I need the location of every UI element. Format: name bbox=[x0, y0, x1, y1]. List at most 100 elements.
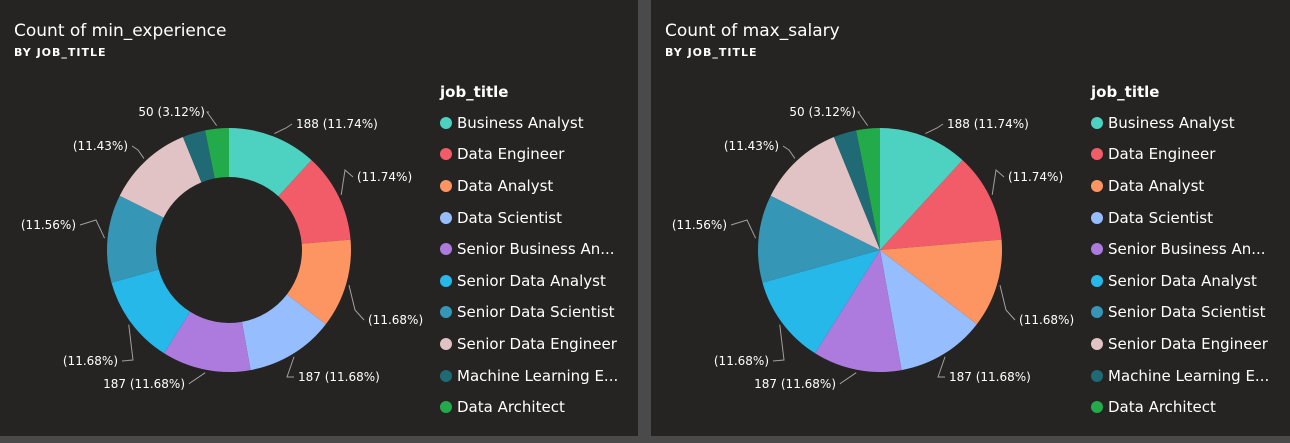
data-label: 188 (11.74%) bbox=[296, 117, 378, 131]
legend-item[interactable]: Data Scientist bbox=[440, 202, 618, 234]
slice-senior-data-analyst[interactable] bbox=[762, 250, 880, 354]
legend-label: Senior Data Analyst bbox=[457, 271, 606, 290]
legend-swatch-icon bbox=[1091, 179, 1103, 192]
slice-senior-business-analyst[interactable] bbox=[164, 311, 251, 372]
legend-swatch-icon bbox=[1091, 401, 1103, 414]
legend-label: Senior Data Engineer bbox=[457, 334, 617, 353]
slice-senior-data-engineer[interactable] bbox=[770, 137, 880, 250]
slice-data-architect[interactable] bbox=[856, 128, 880, 250]
legend-item[interactable]: Data Engineer bbox=[1091, 139, 1269, 171]
legend-swatch-icon bbox=[440, 369, 452, 382]
leader-line bbox=[857, 111, 869, 126]
legend-label: Senior Data Scientist bbox=[1108, 303, 1266, 322]
legend-item[interactable]: Data Engineer bbox=[440, 139, 618, 171]
chart-subtitle: BY JOB_TITLE bbox=[14, 46, 107, 59]
legend-swatch-icon bbox=[1091, 274, 1103, 287]
legend-label: Business Analyst bbox=[1108, 113, 1235, 132]
legend-item[interactable]: Senior Data Analyst bbox=[1091, 265, 1269, 297]
leader-line bbox=[937, 356, 946, 378]
leader-line bbox=[131, 145, 145, 159]
legend-item[interactable]: Senior Data Analyst bbox=[440, 265, 618, 297]
donut-chart: 188 (11.74%) (11.74%) (11.68%) 187 (11.68%)… bbox=[21, 105, 423, 391]
legend-item[interactable]: Machine Learning E... bbox=[1091, 360, 1269, 392]
chart-title: Count of min_experience bbox=[14, 21, 227, 41]
data-label: 188 (11.74%) bbox=[947, 117, 1029, 131]
slice-business-analyst[interactable] bbox=[880, 128, 963, 250]
legend-label: Data Analyst bbox=[457, 176, 554, 195]
chart-title: Count of max_salary bbox=[665, 21, 840, 41]
legend-item[interactable]: Senior Data Engineer bbox=[440, 328, 618, 360]
leader-line bbox=[348, 284, 365, 321]
slice-data-analyst[interactable] bbox=[286, 239, 351, 325]
leader-line bbox=[772, 324, 785, 362]
leader-line bbox=[274, 123, 293, 134]
legend-swatch-icon bbox=[440, 148, 452, 161]
slice-machine-learning-engineer[interactable] bbox=[833, 130, 880, 250]
legend-item[interactable]: Senior Business An... bbox=[440, 233, 618, 265]
data-label: (11.56%) bbox=[672, 218, 727, 232]
legend-item[interactable]: Senior Business An... bbox=[1091, 233, 1269, 265]
legend-label: Senior Data Engineer bbox=[1108, 334, 1268, 353]
chart-panel-min-experience[interactable]: Count of min_experience BY JOB_TITLE 188… bbox=[0, 0, 638, 436]
legend-label: Machine Learning E... bbox=[457, 366, 619, 385]
legend-item[interactable]: Data Analyst bbox=[440, 170, 618, 202]
legend-label: Data Architect bbox=[457, 398, 565, 417]
leader-line bbox=[999, 284, 1016, 321]
data-label: (11.68%) bbox=[63, 354, 118, 368]
legend-label: Senior Business An... bbox=[457, 240, 615, 259]
legend-swatch-icon bbox=[440, 243, 452, 256]
data-label: 187 (11.68%) bbox=[103, 377, 185, 391]
legend-title: job_title bbox=[440, 83, 509, 101]
legend-item[interactable]: Business Analyst bbox=[440, 107, 618, 139]
data-label: (11.74%) bbox=[357, 170, 412, 184]
data-label: (11.43%) bbox=[724, 139, 779, 153]
slice-senior-data-scientist[interactable] bbox=[758, 195, 880, 283]
legend-item[interactable]: Senior Data Engineer bbox=[1091, 328, 1269, 360]
slice-senior-business-analyst[interactable] bbox=[815, 250, 902, 372]
slice-data-architect[interactable] bbox=[205, 128, 229, 179]
legend-label: Senior Data Scientist bbox=[457, 303, 615, 322]
leader-line bbox=[340, 169, 354, 195]
legend-title: job_title bbox=[1091, 83, 1160, 101]
slice-data-engineer[interactable] bbox=[880, 160, 1002, 250]
legend-label: Data Engineer bbox=[457, 145, 565, 164]
data-label: 187 (11.68%) bbox=[754, 377, 836, 391]
legend-item[interactable]: Data Architect bbox=[1091, 391, 1269, 423]
legend-swatch-icon bbox=[440, 337, 452, 350]
legend-item[interactable]: Data Architect bbox=[440, 391, 618, 423]
legend-label: Senior Data Analyst bbox=[1108, 271, 1257, 290]
leader-line bbox=[991, 169, 1005, 195]
legend-swatch-icon bbox=[440, 179, 452, 192]
data-label: (11.74%) bbox=[1008, 170, 1063, 184]
slice-senior-data-analyst[interactable] bbox=[111, 269, 191, 354]
legend-item[interactable]: Data Scientist bbox=[1091, 202, 1269, 234]
data-label: (11.56%) bbox=[21, 218, 76, 232]
chart-subtitle: BY JOB_TITLE bbox=[665, 46, 758, 59]
data-label: (11.68%) bbox=[368, 313, 423, 327]
legend-swatch-icon bbox=[440, 274, 452, 287]
slice-data-scientist[interactable] bbox=[241, 294, 326, 371]
legend-swatch-icon bbox=[440, 306, 452, 319]
legend-item[interactable]: Senior Data Scientist bbox=[440, 297, 618, 329]
legend-label: Senior Business An... bbox=[1108, 240, 1266, 259]
legend-item[interactable]: Business Analyst bbox=[1091, 107, 1269, 139]
slice-data-scientist[interactable] bbox=[880, 250, 977, 371]
slice-data-engineer[interactable] bbox=[278, 160, 351, 244]
slice-business-analyst[interactable] bbox=[229, 128, 312, 197]
data-label: 50 (3.12%) bbox=[138, 105, 205, 119]
leader-line bbox=[782, 145, 796, 159]
leader-line bbox=[839, 372, 857, 385]
chart-panel-max-salary[interactable]: Count of max_salary BY JOB_TITLE 188 (11… bbox=[651, 0, 1290, 436]
legend-item[interactable]: Senior Data Scientist bbox=[1091, 297, 1269, 329]
slice-data-analyst[interactable] bbox=[880, 239, 1002, 325]
chart-legend: job_title Business Analyst Data Engineer D… bbox=[1091, 83, 1269, 423]
data-label: (11.43%) bbox=[73, 139, 128, 153]
slice-senior-data-engineer[interactable] bbox=[119, 137, 202, 218]
slice-senior-data-scientist[interactable] bbox=[106, 195, 164, 283]
legend-item[interactable]: Data Analyst bbox=[1091, 170, 1269, 202]
leader-line bbox=[188, 372, 206, 385]
legend-item[interactable]: Machine Learning E... bbox=[440, 360, 618, 392]
legend-swatch-icon bbox=[1091, 337, 1103, 350]
slice-machine-learning-engineer[interactable] bbox=[182, 130, 215, 183]
legend-label: Data Analyst bbox=[1108, 176, 1205, 195]
